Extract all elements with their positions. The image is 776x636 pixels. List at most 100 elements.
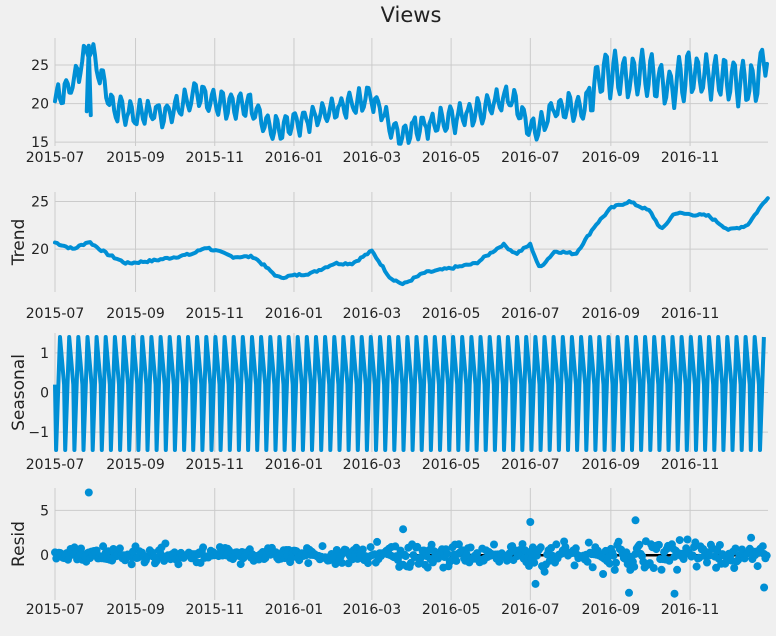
resid-point	[170, 548, 179, 557]
x-tick-label: 2016-11	[661, 150, 720, 166]
resid-point	[373, 537, 382, 546]
resid-point	[536, 543, 545, 552]
x-tick-label: 2016-03	[343, 150, 402, 166]
resid-point	[675, 536, 684, 545]
resid-point	[657, 565, 666, 574]
resid-point	[127, 560, 136, 569]
x-tick-label: 2016-09	[582, 602, 641, 618]
y-tick-label: 0	[40, 386, 49, 402]
resid-point	[635, 540, 644, 549]
resid-point	[747, 533, 756, 542]
resid-outlier	[84, 488, 93, 497]
x-tick-label: 2015-09	[106, 150, 165, 166]
x-tick-label: 2016-05	[422, 602, 481, 618]
y-axis-label: Resid	[9, 521, 29, 567]
x-tick-label: 2016-01	[265, 457, 324, 473]
x-tick-label: 2016-05	[422, 306, 481, 322]
resid-point	[495, 557, 504, 566]
x-tick-label: 2016-07	[501, 150, 560, 166]
y-tick-label: 25	[31, 195, 49, 211]
resid-point	[406, 558, 415, 567]
resid-point	[630, 562, 639, 571]
resid-point	[115, 544, 124, 553]
resid-point	[715, 541, 724, 549]
x-tick-label: 2016-03	[343, 602, 402, 618]
x-tick-label: 2015-07	[26, 602, 85, 618]
x-tick-label: 2015-11	[185, 306, 244, 322]
resid-point	[731, 544, 740, 553]
x-tick-label: 2016-07	[501, 306, 560, 322]
resid-point	[161, 539, 170, 548]
resid-point	[571, 544, 580, 553]
y-tick-label: 20	[31, 97, 49, 113]
x-tick-label: 2016-11	[661, 602, 720, 618]
chart-title: Views	[381, 3, 442, 27]
x-tick-label: 2016-07	[501, 457, 560, 473]
resid-point	[518, 540, 527, 549]
views-panel: 2015-07 2015-09 2015-11 2016-01 2016-03 2016-…	[26, 38, 769, 166]
y-tick-label: 25	[31, 58, 49, 74]
resid-point	[199, 543, 208, 552]
resid-point	[692, 562, 701, 571]
resid-point	[552, 540, 561, 549]
resid-point	[473, 549, 482, 558]
resid-point	[614, 537, 623, 546]
resid-point	[609, 551, 618, 560]
resid-point	[99, 542, 108, 551]
resid-point	[530, 558, 539, 567]
x-tick-label: 2015-11	[185, 457, 244, 473]
resid-point	[423, 563, 432, 572]
x-tick-label: 2016-09	[582, 457, 641, 473]
seasonal-panel: 2015-07 2015-09 2015-11 2016-01 2016-03 2016-…	[9, 333, 768, 473]
resid-point	[454, 540, 463, 549]
x-tick-label: 2016-01	[265, 306, 324, 322]
y-tick-label: 1	[40, 346, 49, 362]
resid-point	[304, 559, 313, 568]
resid-point	[452, 556, 461, 565]
y-tick-label: 0	[40, 548, 49, 564]
resid-point	[610, 565, 619, 574]
resid-point	[605, 559, 614, 568]
resid-panel: 2015-07 2015-09 2015-11 2016-01 2016-03 2016-…	[9, 488, 771, 618]
x-tick-label: 2016-03	[343, 457, 402, 473]
x-tick-label: 2016-11	[661, 306, 720, 322]
x-tick-label: 2016-05	[422, 150, 481, 166]
resid-point	[673, 565, 682, 574]
resid-point	[364, 559, 372, 568]
resid-point	[758, 542, 767, 551]
views-spike	[84, 43, 93, 118]
views-line	[53, 42, 769, 146]
resid-outlier	[399, 525, 408, 534]
resid-outlier	[760, 583, 769, 592]
resid-outlier	[631, 516, 640, 525]
resid-point	[540, 567, 549, 576]
resid-point	[466, 543, 475, 552]
resid-point	[762, 551, 771, 560]
x-tick-label: 2016-09	[582, 150, 641, 166]
resid-outlier	[625, 588, 633, 597]
resid-outlier	[531, 579, 540, 588]
resid-point	[427, 540, 436, 549]
resid-point	[649, 564, 658, 572]
resid-point	[599, 570, 608, 578]
resid-point	[730, 564, 739, 572]
x-tick-label: 2015-09	[106, 602, 165, 618]
resid-point	[92, 546, 101, 555]
x-tick-label: 2015-07	[26, 306, 85, 322]
y-tick-label: 15	[31, 135, 49, 151]
resid-point	[588, 563, 597, 572]
resid-point	[401, 552, 410, 561]
resid-point	[443, 549, 452, 558]
x-tick-label: 2016-07	[501, 602, 560, 618]
x-tick-label: 2016-05	[422, 457, 481, 473]
resid-outlier	[670, 589, 679, 598]
resid-point	[77, 544, 85, 553]
resid-point	[654, 540, 663, 549]
y-axis-label: Trend	[9, 219, 29, 267]
resid-point	[338, 558, 346, 567]
y-tick-label: 20	[31, 242, 49, 258]
x-tick-label: 2016-11	[661, 457, 720, 473]
resid-point	[612, 558, 620, 567]
x-tick-label: 2015-09	[106, 457, 165, 473]
x-tick-label: 2016-01	[265, 602, 324, 618]
